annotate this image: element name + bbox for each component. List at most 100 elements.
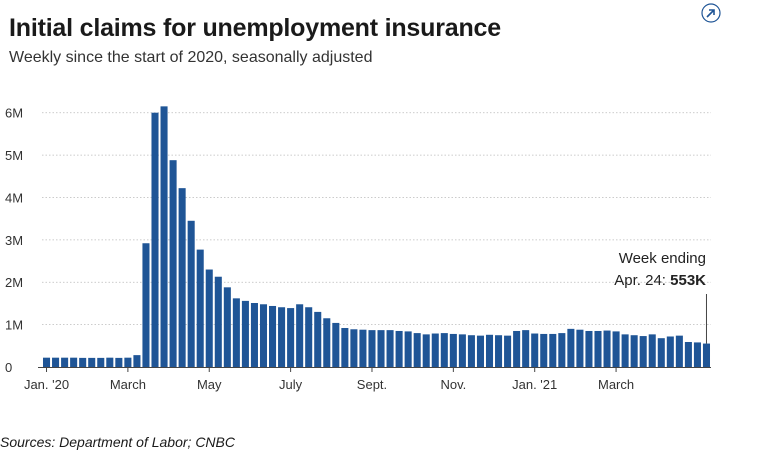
- bar: [214, 276, 222, 367]
- bar: [106, 357, 114, 367]
- bar: [142, 243, 150, 367]
- bar: [278, 307, 286, 367]
- y-tick-label: 5M: [5, 148, 23, 163]
- x-tick-label: March: [598, 377, 634, 392]
- bar: [79, 357, 87, 367]
- bar: [70, 357, 78, 367]
- bar: [259, 304, 268, 367]
- chart-title: Initial claims for unemployment insuranc…: [9, 14, 501, 42]
- x-tick-label: Nov.: [440, 377, 466, 392]
- bar: [169, 160, 177, 367]
- bar: [576, 329, 584, 367]
- annotation-line2: Apr. 24: 553K: [614, 270, 706, 292]
- bar: [305, 307, 313, 367]
- bar: [467, 335, 475, 367]
- bar: [413, 333, 421, 367]
- bar: [540, 333, 548, 367]
- bar: [133, 355, 141, 367]
- bar: [341, 328, 349, 367]
- bar: [250, 303, 258, 367]
- bar-chart: 0 1M 2M 3M 4M 5M 6M Jan. '20 March May July Sept. N…: [5, 106, 711, 392]
- bar: [522, 330, 530, 367]
- bar: [440, 333, 448, 367]
- x-tick-label: July: [279, 377, 303, 392]
- bar: [657, 338, 665, 367]
- bar: [232, 298, 240, 367]
- bar: [666, 336, 674, 367]
- bar: [449, 333, 457, 367]
- bar: [52, 357, 60, 367]
- bar: [404, 331, 412, 367]
- bar: [314, 311, 322, 367]
- bars: [42, 106, 711, 367]
- bar: [422, 334, 430, 367]
- bar: [88, 357, 96, 367]
- expand-icon[interactable]: [700, 2, 722, 24]
- bar: [187, 220, 195, 367]
- y-tick-label: 4M: [5, 190, 23, 205]
- bar: [377, 330, 385, 367]
- bar: [160, 106, 168, 367]
- bar: [549, 333, 557, 367]
- y-tick-label: 6M: [5, 106, 23, 121]
- bar: [621, 334, 629, 367]
- bar: [359, 329, 367, 367]
- bar: [395, 330, 403, 367]
- bar: [684, 341, 692, 367]
- bar: [296, 304, 304, 367]
- bar: [196, 249, 204, 367]
- x-tick-label: March: [110, 377, 146, 392]
- bar: [504, 335, 512, 367]
- bar: [513, 330, 521, 367]
- bar: [115, 357, 123, 367]
- x-tick-label: Jan. '21: [512, 377, 557, 392]
- source-note: Sources: Department of Labor; CNBC: [0, 434, 235, 450]
- bar: [603, 330, 611, 367]
- bar: [241, 300, 249, 367]
- grid-lines: [42, 112, 711, 326]
- bar: [639, 336, 647, 367]
- y-axis-labels: 0 1M 2M 3M 4M 5M 6M: [5, 106, 23, 375]
- bar: [594, 330, 602, 367]
- bar: [61, 357, 69, 367]
- y-tick-label: 2M: [5, 275, 23, 290]
- bar: [558, 333, 566, 367]
- bar: [495, 335, 503, 367]
- bar: [630, 335, 638, 367]
- bar: [42, 357, 51, 367]
- bar: [431, 333, 439, 367]
- x-tick-label: May: [197, 377, 222, 392]
- bar: [269, 305, 277, 367]
- bar: [124, 357, 132, 367]
- bar: [287, 308, 295, 367]
- annotation-line1: Week ending: [618, 250, 706, 267]
- bar: [223, 287, 231, 367]
- bar: [476, 335, 484, 367]
- bar: [332, 322, 340, 367]
- x-axis: Jan. '20 March May July Sept. Nov. Jan. '21 Mar…: [24, 367, 711, 392]
- y-tick-label: 0: [5, 360, 12, 375]
- bar: [178, 188, 186, 367]
- x-tick-label: Sept.: [357, 377, 387, 392]
- bar: [612, 331, 620, 367]
- bar: [386, 330, 394, 367]
- annotation-value: 553K: [670, 272, 706, 289]
- bar: [97, 357, 105, 367]
- bar: [702, 343, 711, 367]
- chart-subtitle: Weekly since the start of 2020, seasonal…: [9, 49, 373, 66]
- bar: [368, 330, 376, 367]
- bar: [567, 328, 575, 367]
- bar: [531, 333, 539, 367]
- bar: [205, 269, 213, 367]
- bar: [350, 329, 358, 367]
- annotation-prefix: Apr. 24:: [614, 272, 671, 289]
- y-tick-label: 3M: [5, 233, 23, 248]
- x-tick-label: Jan. '20: [24, 377, 69, 392]
- bar: [458, 334, 466, 367]
- bar: [648, 334, 656, 367]
- bar: [675, 335, 683, 367]
- bar: [323, 318, 331, 367]
- y-tick-label: 1M: [5, 318, 23, 333]
- bar: [151, 112, 159, 367]
- annotation: Week ending Apr. 24: 553K: [614, 248, 706, 292]
